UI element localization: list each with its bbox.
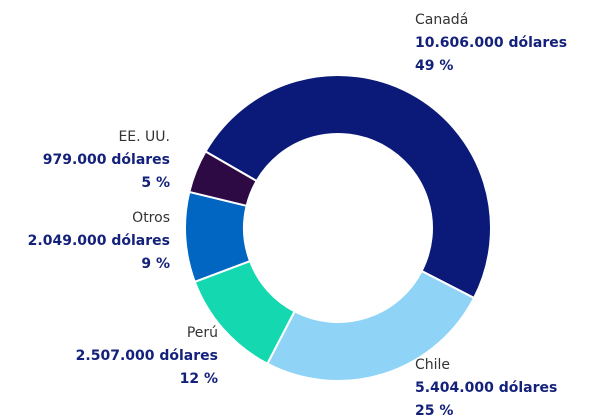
slice [265, 269, 476, 382]
slice-name: Otros [132, 210, 170, 226]
slice-amount: 5.404.000 dólares [415, 380, 557, 396]
slice-percentage: 9 % [141, 256, 170, 272]
slice-amount: 2.507.000 dólares [76, 348, 218, 364]
slice-name: Chile [415, 357, 450, 373]
slice-percentage: 12 % [180, 371, 218, 387]
slice-percentage: 25 % [415, 403, 453, 418]
slice-name: EE. UU. [118, 129, 170, 145]
slice-percentage: 49 % [415, 58, 453, 74]
slice-amount: 979.000 dólares [43, 152, 170, 168]
slice-amount: 2.049.000 dólares [28, 233, 170, 249]
slice [188, 150, 258, 208]
slice-amount: 10.606.000 dólares [415, 35, 567, 51]
slice-name: Canadá [415, 12, 468, 28]
slice-percentage: 5 % [141, 175, 170, 191]
slice-name: Perú [187, 325, 218, 341]
slice [204, 74, 493, 300]
